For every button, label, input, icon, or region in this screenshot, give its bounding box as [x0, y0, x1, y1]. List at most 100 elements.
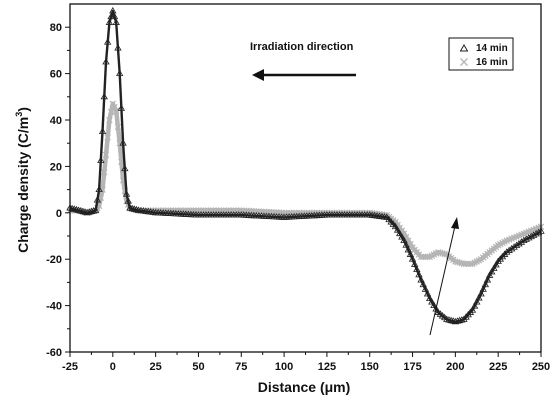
- y-axis-title: Charge density (C/m3): [14, 107, 31, 253]
- x-tick-label: 125: [318, 361, 336, 373]
- data-point: [432, 305, 440, 312]
- data-point: [423, 289, 432, 297]
- x-tick-label: 25: [150, 361, 162, 373]
- data-point: [110, 12, 119, 20]
- data-point: [441, 250, 448, 258]
- series-line: [70, 101, 542, 267]
- data-point: [507, 244, 516, 252]
- data-point: [101, 168, 108, 176]
- data-point: [477, 289, 485, 297]
- axes: -25 0 25 50 75 100 125 150 175 200 225 250-60-40-20…: [46, 3, 550, 373]
- data-point: [121, 164, 129, 172]
- data-point: [91, 206, 100, 213]
- data-point: [449, 317, 457, 324]
- data-point: [419, 280, 427, 288]
- data-point: [79, 207, 87, 215]
- data-point: [475, 294, 483, 301]
- triangle-marker-icon: [459, 44, 469, 52]
- data-point: [483, 276, 492, 283]
- data-point: [421, 285, 430, 292]
- series-layer: [66, 6, 545, 325]
- annotation-text: Irradiation direction: [250, 41, 354, 53]
- data-point: [97, 156, 105, 164]
- series-line: [69, 9, 542, 323]
- data-point: [447, 316, 455, 324]
- data-point: [95, 185, 103, 193]
- legend-box: [448, 37, 514, 71]
- data-point: [70, 205, 78, 212]
- y-tick-label: 0: [56, 208, 62, 220]
- legend-item-14-min: 14 min: [459, 43, 508, 54]
- data-point: [104, 134, 111, 141]
- data-point: [396, 229, 404, 237]
- data-point: [481, 280, 490, 288]
- legend-label: 16 min: [476, 57, 508, 68]
- data-point: [87, 207, 96, 215]
- legend: 14 min 16 min: [448, 37, 514, 71]
- data-point: [415, 270, 423, 278]
- data-point: [417, 276, 425, 283]
- data-point: [492, 260, 500, 268]
- legend-label: 14 min: [476, 43, 508, 54]
- data-point: [393, 226, 402, 233]
- data-point: [119, 139, 127, 146]
- data-point: [488, 267, 496, 275]
- data-point: [385, 215, 393, 223]
- data-point: [115, 69, 124, 76]
- data-point: [404, 245, 412, 253]
- y-tick-label: 80: [50, 22, 62, 34]
- y-tick-label: -40: [46, 301, 62, 313]
- data-point: [425, 294, 434, 302]
- data-point: [124, 197, 132, 204]
- data-point: [74, 206, 83, 213]
- data-point: [406, 250, 415, 257]
- series-14-min: [66, 6, 545, 325]
- x-axis-title: Distance (μm): [258, 379, 351, 395]
- x-tick-label: 0: [110, 361, 116, 373]
- series-16-min: [66, 100, 545, 268]
- x-tick-label: 175: [403, 361, 421, 373]
- x-tick-label: 225: [489, 361, 507, 373]
- x-tick-label: 50: [192, 361, 204, 373]
- data-point: [410, 260, 419, 267]
- data-point: [130, 205, 138, 212]
- data-point: [408, 255, 417, 262]
- data-point: [111, 104, 118, 111]
- data-point: [112, 18, 120, 25]
- data-point: [103, 38, 112, 45]
- data-point: [479, 285, 487, 292]
- y-tick-label: 40: [50, 115, 62, 127]
- data-point: [114, 44, 122, 51]
- x-tick-label: -25: [62, 361, 78, 373]
- data-point: [453, 317, 462, 324]
- data-point: [126, 204, 134, 211]
- data-point: [512, 241, 521, 249]
- data-point: [387, 218, 395, 225]
- data-point: [515, 239, 523, 247]
- data-point: [470, 302, 479, 309]
- data-point: [485, 271, 494, 278]
- data-point: [534, 228, 543, 236]
- data-point: [98, 127, 107, 135]
- y-tick-label: 20: [50, 161, 62, 173]
- data-point: [383, 213, 391, 220]
- data-point: [468, 306, 477, 313]
- data-point: [400, 236, 408, 244]
- data-point: [413, 265, 421, 273]
- data-point: [85, 208, 93, 215]
- data-point: [128, 204, 136, 212]
- data-point: [443, 315, 451, 322]
- left-arrow-icon: [252, 69, 356, 81]
- x-tick-label: 250: [532, 361, 550, 373]
- data-point: [510, 243, 518, 250]
- data-point: [89, 207, 98, 214]
- data-point: [72, 205, 81, 213]
- data-point: [132, 205, 141, 213]
- data-point: [109, 6, 117, 14]
- data-point: [100, 92, 108, 100]
- data-point: [122, 190, 131, 197]
- x-tick-label: 200: [446, 361, 464, 373]
- y-axis-title-close: ): [15, 107, 31, 112]
- x-tick-label: 100: [275, 361, 293, 373]
